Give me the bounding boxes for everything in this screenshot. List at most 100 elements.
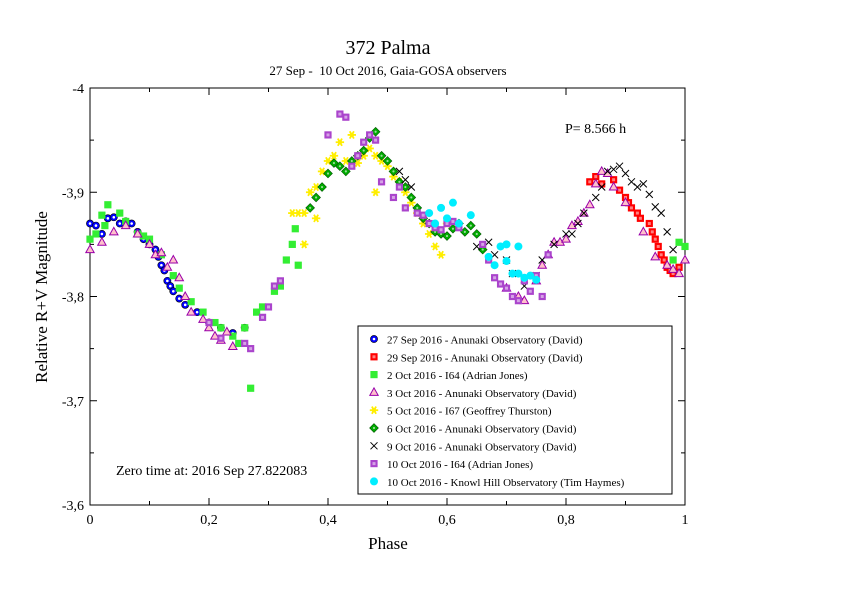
- data-point: [389, 193, 398, 202]
- x-axis-label: Phase: [368, 534, 408, 553]
- data-point: [358, 145, 369, 156]
- data-point: [104, 201, 112, 209]
- data-point: [519, 295, 530, 305]
- data-point: [465, 220, 476, 231]
- data-point: [514, 242, 523, 251]
- data-point: [199, 308, 207, 316]
- data-point: [443, 219, 451, 228]
- data-point: [300, 209, 309, 218]
- data-point: [341, 166, 351, 177]
- data-point: [449, 217, 457, 226]
- data-point: [608, 181, 619, 191]
- data-point: [466, 211, 475, 220]
- data-point: [472, 242, 481, 251]
- data-point: [532, 275, 541, 284]
- zero-time-annotation: Zero time at: 2016 Sep 27.822083: [116, 464, 307, 479]
- data-point: [633, 209, 641, 217]
- data-point: [229, 332, 237, 340]
- data-point: [235, 339, 243, 348]
- data-point: [395, 167, 404, 176]
- data-point: [300, 240, 309, 249]
- data-point: [276, 277, 284, 285]
- data-point: [657, 251, 665, 259]
- data-point: [660, 256, 668, 264]
- data-point: [120, 220, 131, 230]
- data-point: [532, 272, 540, 280]
- data-point: [291, 225, 299, 233]
- data-point: [180, 290, 191, 300]
- data-point: [329, 151, 339, 160]
- data-point: [241, 324, 249, 332]
- data-point: [502, 284, 511, 292]
- data-point: [366, 131, 374, 139]
- data-point: [560, 233, 572, 243]
- data-point: [127, 219, 136, 228]
- y-tick-label: -3,6: [62, 499, 84, 514]
- data-point: [454, 219, 463, 228]
- data-point: [227, 341, 238, 351]
- legend-label: 9 Oct 2016 - Anunaki Observatory (David): [387, 441, 577, 453]
- legend-marker: [369, 423, 379, 433]
- data-point: [496, 280, 505, 288]
- legend-label: 2 Oct 2016 - I64 (Adrian Jones): [387, 370, 528, 382]
- data-point: [526, 287, 534, 295]
- data-point: [584, 199, 595, 209]
- x-tick-label: 0,8: [557, 513, 575, 528]
- data-point: [484, 238, 493, 247]
- data-points: [84, 110, 691, 392]
- y-tick-label: -3,8: [62, 291, 84, 306]
- data-point: [407, 183, 416, 191]
- data-point: [479, 240, 487, 248]
- data-point: [348, 162, 356, 170]
- legend-box: [357, 325, 673, 495]
- data-point: [211, 318, 219, 327]
- data-point: [431, 224, 439, 232]
- data-point: [568, 230, 576, 238]
- data-point: [442, 231, 452, 241]
- data-point: [663, 228, 672, 236]
- data-point: [654, 242, 662, 251]
- data-point: [335, 138, 345, 147]
- data-point: [197, 313, 209, 323]
- data-point: [406, 192, 417, 203]
- data-point: [669, 269, 677, 278]
- data-point: [305, 203, 315, 213]
- data-point: [258, 303, 267, 311]
- data-point: [610, 176, 618, 184]
- series-8: [205, 110, 552, 353]
- data-point: [372, 136, 380, 144]
- legend-marker: [370, 441, 378, 450]
- x-tick-label: 0,2: [200, 513, 218, 528]
- data-point: [437, 226, 445, 234]
- data-point: [514, 269, 523, 278]
- data-point: [217, 334, 225, 342]
- data-point: [401, 204, 409, 212]
- data-point: [514, 297, 522, 305]
- period-annotation: P= 8.566 h: [565, 122, 626, 137]
- legend-label: 10 Oct 2016 - Knowl Hill Observatory (Ti…: [387, 477, 625, 489]
- data-point: [538, 292, 546, 301]
- data-point: [544, 251, 552, 259]
- data-point: [669, 245, 677, 254]
- data-point: [288, 209, 297, 218]
- data-point: [437, 203, 446, 212]
- data-point: [675, 238, 683, 246]
- data-point: [323, 168, 333, 179]
- x-axis: 0 0,2 0,4 0,6 0,8 1: [87, 88, 689, 528]
- data-point: [377, 178, 386, 186]
- data-point: [657, 209, 666, 217]
- data-point: [181, 300, 190, 309]
- data-point: [673, 268, 685, 278]
- data-point: [491, 274, 499, 282]
- data-point: [276, 282, 284, 290]
- data-point: [413, 209, 421, 217]
- data-point: [169, 272, 177, 280]
- data-point: [615, 162, 624, 171]
- data-point: [431, 219, 440, 228]
- data-point: [401, 175, 410, 184]
- data-point: [317, 182, 327, 192]
- data-point: [221, 326, 232, 336]
- data-point: [603, 167, 612, 176]
- legend-label: 5 Oct 2016 - I67 (Geoffrey Thurston): [387, 406, 552, 418]
- data-point: [395, 183, 403, 191]
